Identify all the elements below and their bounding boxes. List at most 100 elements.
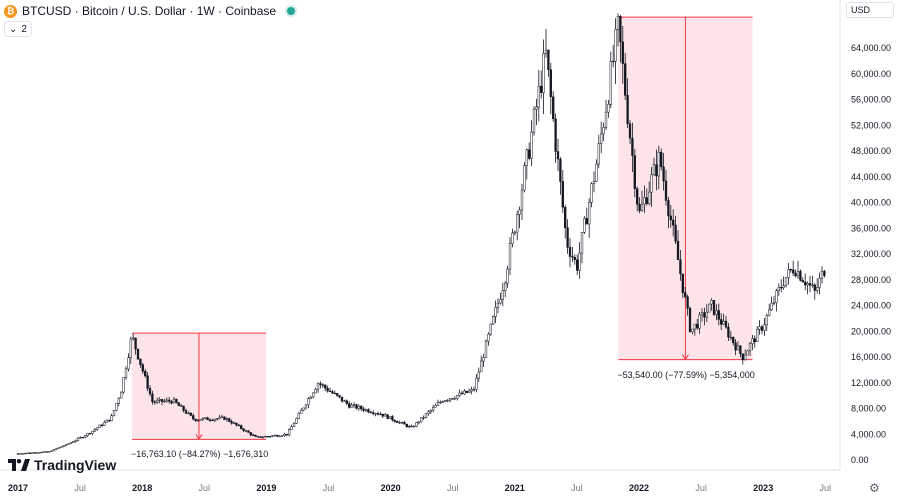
candle-body	[648, 191, 651, 204]
candle-body	[748, 343, 752, 352]
candle-body	[240, 425, 243, 429]
candle-body	[148, 388, 152, 395]
candle-body	[69, 442, 72, 445]
candle-body	[115, 403, 118, 411]
candle-body	[475, 377, 478, 390]
candle-body	[360, 405, 363, 410]
candle-body	[535, 106, 538, 110]
candle-body	[604, 111, 608, 128]
y-tick-label: 60,000.00	[851, 69, 891, 79]
candle-body	[288, 429, 291, 436]
candle-body	[585, 218, 588, 225]
candle-body	[223, 416, 226, 420]
candle-body	[96, 427, 99, 430]
candle-body	[456, 395, 459, 399]
candle-body	[614, 29, 617, 62]
candle-body	[508, 243, 512, 270]
candle-body	[388, 416, 392, 419]
candle-body	[672, 219, 675, 226]
candle-body	[64, 443, 68, 447]
x-tick-label: Jul	[199, 483, 211, 493]
candle-body	[213, 418, 216, 421]
candle-body	[482, 357, 485, 362]
candle-body	[297, 412, 300, 419]
candle-body	[696, 323, 699, 329]
candle-body	[477, 371, 480, 379]
brand-name: TradingView	[34, 457, 117, 473]
candle-body	[432, 407, 435, 411]
candle-body	[650, 174, 653, 193]
candle-body	[458, 392, 461, 396]
candle-body	[760, 326, 764, 331]
candle-body	[662, 166, 665, 182]
candle-body	[381, 413, 384, 417]
candle-body	[139, 358, 142, 365]
candle-body	[621, 41, 624, 64]
candle-body	[112, 409, 116, 417]
range-label-2018: −16,763.10 (−84.27%) −1,676,310	[130, 449, 269, 460]
candle-body	[336, 393, 339, 396]
candle-body	[734, 342, 737, 351]
candle-body	[487, 333, 490, 342]
candle-body	[652, 164, 656, 176]
candle-body	[504, 282, 507, 291]
candle-body	[165, 399, 168, 402]
candle-body	[645, 197, 648, 204]
candle-body	[806, 283, 809, 286]
y-tick-label: 20,000.00	[851, 326, 891, 336]
candle-body	[48, 451, 51, 453]
candle-body	[393, 419, 396, 422]
tradingview-logo: TradingView	[8, 457, 116, 473]
candle-body	[681, 273, 684, 293]
candle-body	[326, 387, 329, 392]
candle-body	[523, 165, 526, 191]
candle-body	[343, 400, 346, 402]
candle-body	[573, 257, 576, 260]
candle-body	[782, 285, 785, 288]
candle-body	[16, 453, 20, 455]
candle-body	[684, 292, 687, 297]
candle-body	[384, 414, 387, 417]
candle-body	[772, 302, 776, 304]
candle-body	[434, 405, 437, 408]
currency-selector[interactable]: USD	[846, 2, 894, 18]
candle-body	[789, 269, 792, 271]
candle-body	[57, 447, 60, 449]
symbol-header[interactable]: ₿ BTCUSD · Bitcoin / U.S. Dollar · 1W · …	[4, 3, 296, 19]
gear-icon[interactable]: ⚙	[869, 481, 880, 495]
candle-body	[268, 436, 272, 438]
candle-body	[105, 419, 108, 423]
candle-body	[600, 133, 603, 144]
candle-body	[86, 433, 89, 436]
candle-body	[201, 418, 204, 420]
candle-body	[192, 415, 195, 420]
candle-body	[88, 433, 92, 435]
candle-body	[792, 269, 795, 274]
candle-body	[484, 340, 488, 358]
candle-body	[110, 415, 113, 422]
candle-body	[679, 259, 682, 275]
candle-body	[724, 320, 728, 328]
y-tick-label: 16,000.00	[851, 352, 891, 362]
indicators-toggle[interactable]: ⌄ 2	[4, 21, 32, 37]
candle-body	[427, 411, 430, 415]
candle-body	[628, 123, 632, 139]
candle-body	[276, 434, 279, 437]
candle-body	[741, 353, 744, 361]
candle-body	[417, 421, 420, 423]
candle-body	[688, 307, 692, 332]
y-tick-label: 56,000.00	[851, 95, 891, 105]
candle-body	[552, 96, 555, 120]
candle-body	[472, 388, 476, 391]
candle-body	[254, 434, 257, 437]
candle-body	[674, 224, 677, 242]
candle-body	[712, 300, 716, 315]
candle-body	[247, 430, 250, 433]
candle-body	[626, 95, 629, 124]
candle-body	[357, 405, 360, 409]
candle-body	[415, 422, 418, 427]
candle-body	[19, 453, 22, 455]
candle-body	[424, 413, 428, 418]
candle-body	[24, 452, 27, 455]
